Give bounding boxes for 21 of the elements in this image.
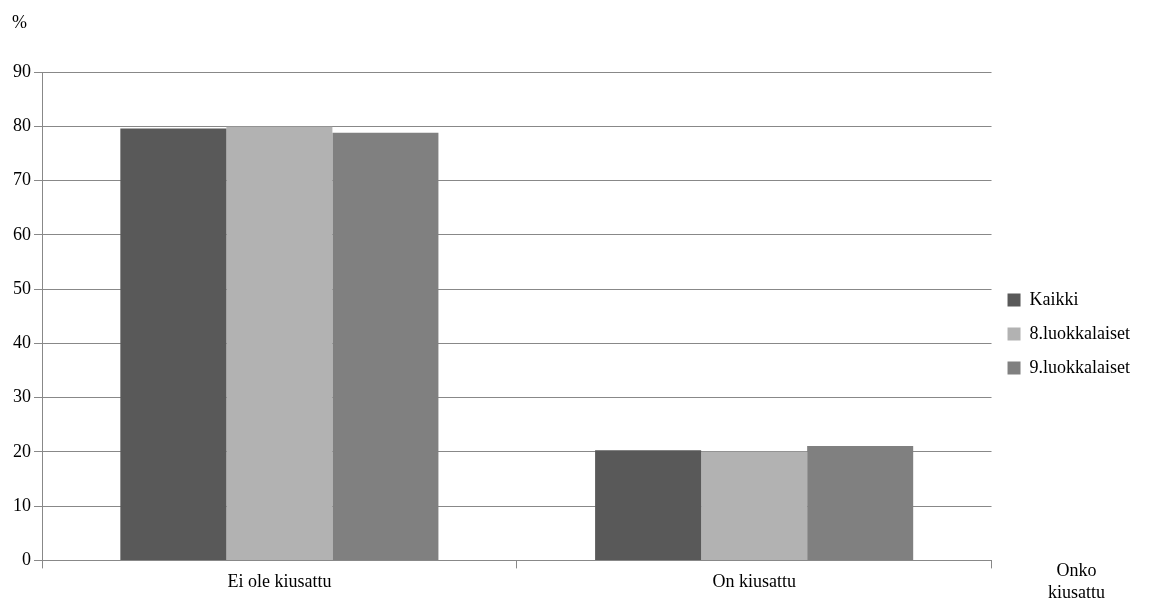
x-tick-label: On kiusattu [712, 570, 796, 591]
y-tick-label: 80 [13, 115, 31, 135]
y-tick-label: 50 [13, 277, 31, 298]
y-tick-label: 10 [13, 494, 31, 515]
y-tick-label: 0 [22, 549, 31, 570]
bar [701, 451, 808, 560]
bar [595, 450, 702, 560]
x-axis-title: Onko kiusattu [1048, 560, 1106, 603]
bar [226, 126, 333, 560]
y-tick-label: 90 [13, 60, 31, 81]
y-tick-label: 30 [13, 386, 31, 407]
legend-label: 9.luokkalaiset [1029, 356, 1131, 377]
legend-label: 8.luokkalaiset [1029, 322, 1131, 343]
y-axis-title: % [12, 11, 27, 32]
y-tick-label: 70 [13, 169, 31, 190]
bar [120, 128, 227, 560]
y-tick-label: 40 [13, 332, 31, 353]
y-tick-label: 60 [13, 223, 31, 244]
x-tick-label: Ei ole kiusattu [227, 570, 332, 591]
y-tick-label: 20 [13, 440, 31, 461]
legend-label: Kaikki [1029, 288, 1079, 309]
